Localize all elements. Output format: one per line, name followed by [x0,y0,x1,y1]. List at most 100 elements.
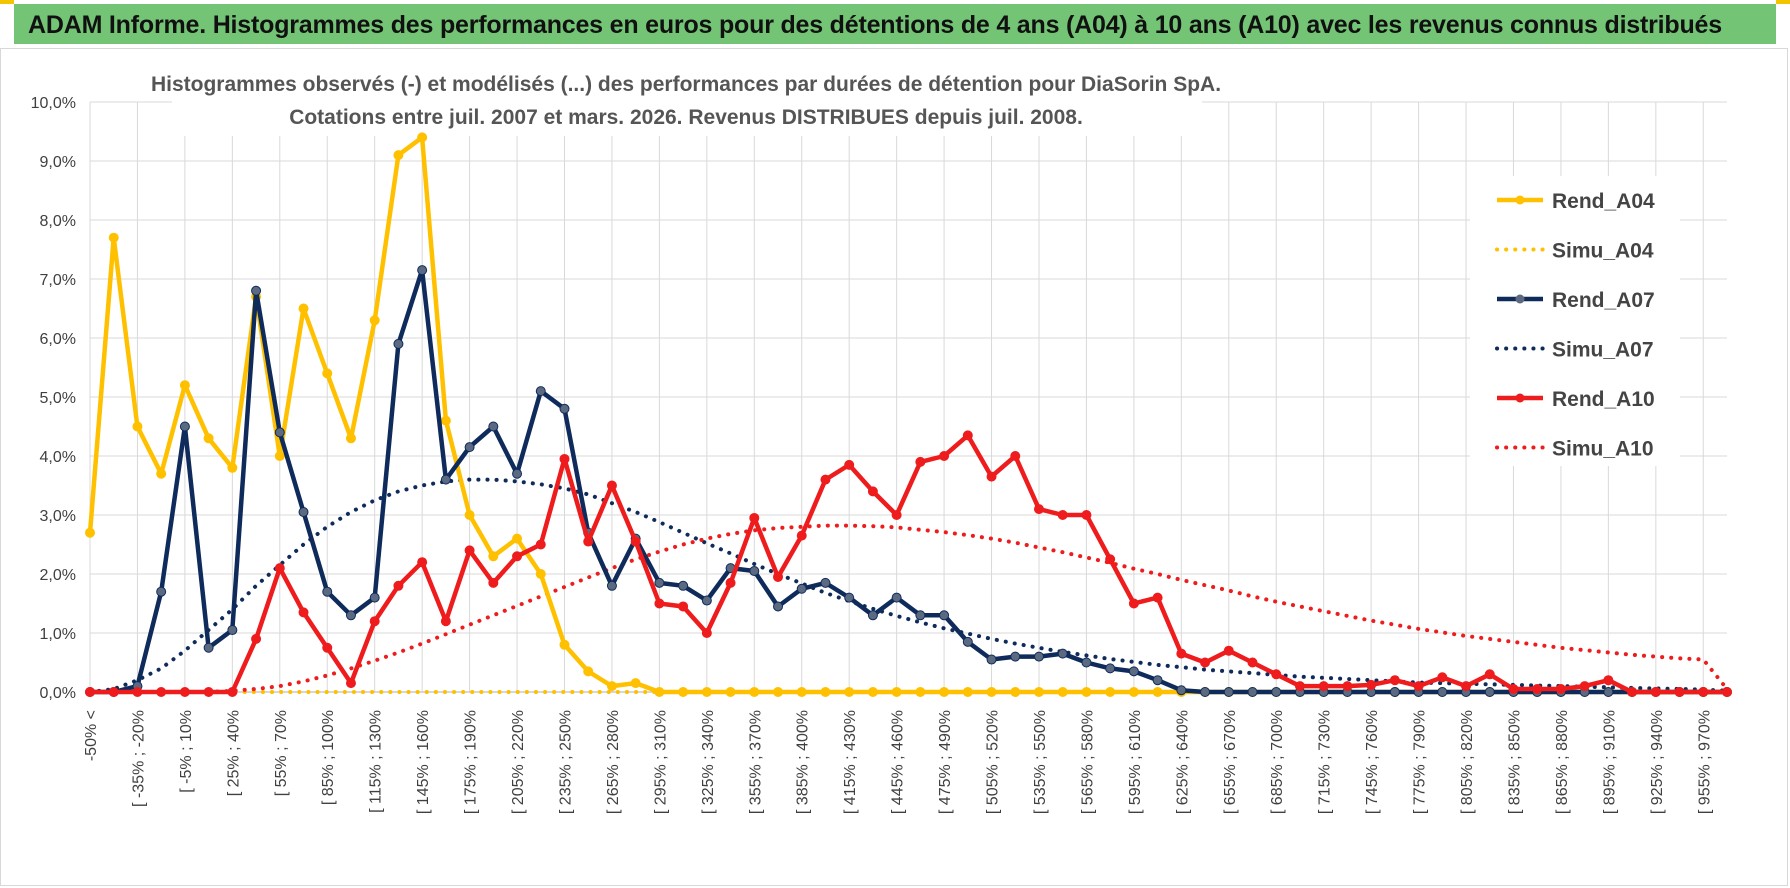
data-point [1033,651,1044,662]
data-point [512,551,523,562]
data-point [251,633,262,644]
data-point [1152,592,1163,603]
gridlines [89,101,1727,693]
data-point [1674,687,1685,697]
data-point [1366,679,1377,690]
data-point [1081,687,1092,697]
data-point [393,150,404,161]
data-point [85,527,95,538]
data-point [85,687,95,697]
x-tick-label: [ 355% ; 370% [747,710,764,814]
data-point [322,368,333,379]
data-point [915,687,926,697]
data-point [1413,681,1424,692]
data-point [464,545,475,556]
data-point [701,687,712,697]
data-point [1010,451,1021,461]
x-tick-label: [ 895% ; 910% [1601,710,1618,814]
y-tick-label: 2,0% [40,567,76,584]
data-point [773,571,784,582]
data-point [393,580,404,591]
data-point [891,687,902,697]
data-point [725,577,736,588]
data-point [1437,687,1448,697]
data-point [1081,657,1092,668]
data-point [132,687,143,697]
x-tick-label: [ 715% ; 730% [1317,710,1334,814]
data-point [1722,687,1732,697]
data-point [488,577,499,588]
data-point [1176,648,1187,659]
data-point [962,636,973,647]
x-tick-label: [ 535% ; 550% [1032,710,1049,814]
data-point [867,687,878,697]
data-point [227,625,238,636]
x-tick-label: [ 115% ; 130% [368,710,385,813]
data-point [251,285,262,296]
data-point [488,421,499,432]
data-point [583,666,594,677]
x-tick-label: [ 265% ; 280% [605,710,622,814]
x-tick-label: [ 745% ; 760% [1364,710,1381,814]
x-tick-label: [ 445% ; 460% [890,710,907,814]
data-point [1033,504,1044,515]
data-point [749,687,760,697]
data-point [583,536,594,547]
data-point [203,433,214,444]
y-axis: 0,0% 1,0% 2,0% 3,0% 4,0% 5,0% 6,0% 7,0% 8,0% 9,0%… [31,95,76,702]
data-point [156,687,167,697]
data-point [1200,657,1211,668]
series-line-rend-a10 [90,433,1727,695]
x-tick-label: [ 955% ; 970% [1696,710,1713,814]
data-point [535,569,546,579]
data-point [773,687,784,697]
data-point [986,654,997,665]
data-point [867,486,878,497]
data-point [512,533,523,544]
x-axis: -50% < [ -35% ; -20% [ -5% ; 10% [ 25% ; 40… [83,710,1713,814]
data-point [654,598,665,609]
data-point [1033,687,1044,697]
data-point [1105,554,1116,565]
x-tick-label: [ 685% ; 700% [1269,710,1286,814]
data-point [464,510,475,520]
data-point [274,427,285,438]
x-tick-label: [ 145% ; 160% [415,710,432,814]
y-tick-label: 0,0% [40,685,76,702]
corner-accent-top-left [0,0,14,4]
chart-title-backdrop [172,64,1202,136]
data-point [1010,651,1021,662]
data-point [1128,687,1139,697]
corner-accent-top-right [1776,0,1790,4]
data-point [1579,681,1590,692]
data-point [274,563,285,574]
y-tick-label: 8,0% [40,213,76,230]
data-point [1057,648,1068,659]
y-tick-label: 4,0% [40,449,76,466]
y-tick-label: 9,0% [40,154,76,171]
data-point [417,557,428,568]
data-point [701,595,712,606]
data-point [1105,687,1116,697]
page-title: ADAM Informe. Histogrammes des performan… [28,11,1722,39]
data-point [749,512,760,523]
legend-marker [1515,195,1525,205]
legend-label: Rend_A10 [1552,388,1655,411]
data-point [844,459,855,470]
data-point [1057,510,1068,520]
data-point [1342,681,1353,692]
data-point [891,592,902,603]
data-point [322,642,333,653]
data-point [773,601,784,612]
data-point [891,510,902,520]
x-tick-label: [ 775% ; 790% [1412,710,1429,814]
data-point [512,468,523,479]
x-tick-label: [ 865% ; 880% [1554,710,1571,814]
data-point [1437,672,1448,683]
legend-marker [1515,294,1525,304]
data-point [1650,687,1661,697]
y-tick-label: 3,0% [40,508,76,525]
data-point [1389,687,1400,697]
data-point [559,403,570,414]
